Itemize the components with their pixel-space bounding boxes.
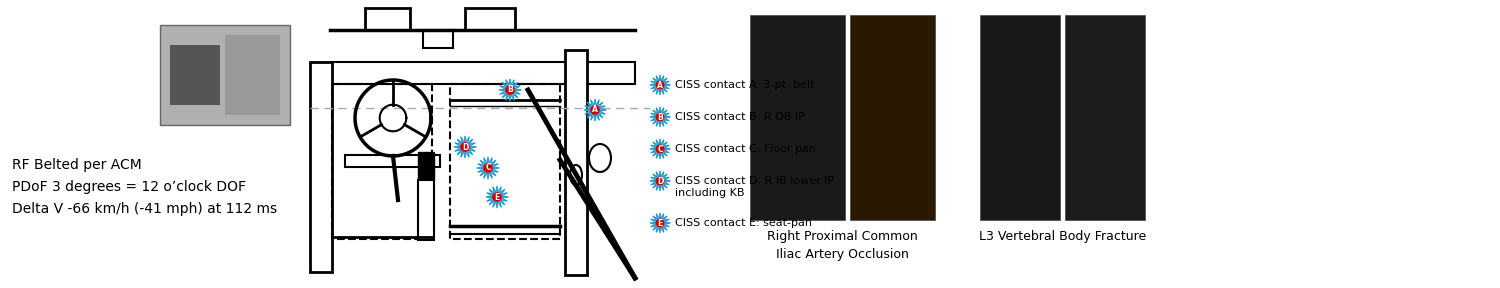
Bar xyxy=(170,45,220,105)
Polygon shape xyxy=(477,157,500,179)
Bar xyxy=(310,62,332,272)
Polygon shape xyxy=(454,136,476,158)
Circle shape xyxy=(591,106,598,114)
Text: CISS contact E: seat-pan: CISS contact E: seat-pan xyxy=(675,218,812,228)
Bar xyxy=(330,62,634,84)
Circle shape xyxy=(494,193,501,201)
Text: C: C xyxy=(657,145,663,154)
Bar xyxy=(345,155,439,167)
Circle shape xyxy=(656,219,664,227)
Text: PDoF 3 degrees = 12 o’clock DOF: PDoF 3 degrees = 12 o’clock DOF xyxy=(12,180,246,194)
Circle shape xyxy=(484,164,492,172)
Text: A: A xyxy=(657,81,663,90)
Text: D: D xyxy=(657,177,663,185)
Text: B: B xyxy=(657,113,663,122)
Circle shape xyxy=(460,143,470,151)
Polygon shape xyxy=(500,79,520,101)
Bar xyxy=(419,180,434,240)
Text: C: C xyxy=(484,164,490,173)
Circle shape xyxy=(656,81,664,89)
Bar xyxy=(160,25,290,125)
Text: RF Belted per ACM: RF Belted per ACM xyxy=(12,158,141,172)
Text: B: B xyxy=(507,86,513,94)
Bar xyxy=(1065,15,1144,220)
Ellipse shape xyxy=(590,144,610,172)
Text: L3 Vertebral Body Fracture: L3 Vertebral Body Fracture xyxy=(980,230,1146,243)
Polygon shape xyxy=(650,107,670,127)
Polygon shape xyxy=(650,75,670,95)
Polygon shape xyxy=(486,186,508,208)
Text: D: D xyxy=(462,143,468,151)
Bar xyxy=(450,84,560,239)
Text: CISS contact C: Floor pan: CISS contact C: Floor pan xyxy=(675,144,816,154)
Polygon shape xyxy=(650,139,670,159)
Ellipse shape xyxy=(570,165,582,185)
Text: Right Proximal Common
Iliac Artery Occlusion: Right Proximal Common Iliac Artery Occlu… xyxy=(766,230,918,261)
Bar xyxy=(225,35,280,115)
Bar xyxy=(364,8,410,30)
Text: CISS contact D: R IB lower IP: CISS contact D: R IB lower IP xyxy=(675,176,834,186)
Circle shape xyxy=(656,177,664,185)
Circle shape xyxy=(656,145,664,153)
Circle shape xyxy=(506,86,515,94)
Bar xyxy=(850,15,934,220)
Text: E: E xyxy=(495,192,500,202)
Polygon shape xyxy=(650,171,670,191)
Bar xyxy=(423,30,453,48)
Bar xyxy=(566,50,586,275)
Text: including KB: including KB xyxy=(675,188,744,198)
Text: CISS contact A: 3-pt. belt: CISS contact A: 3-pt. belt xyxy=(675,80,814,90)
Circle shape xyxy=(656,113,664,121)
Bar xyxy=(419,152,434,180)
Polygon shape xyxy=(650,213,670,233)
Bar xyxy=(332,84,432,239)
Text: E: E xyxy=(657,219,663,228)
Text: Delta V -66 km/h (-41 mph) at 112 ms: Delta V -66 km/h (-41 mph) at 112 ms xyxy=(12,202,278,216)
Bar xyxy=(980,15,1060,220)
Bar xyxy=(465,8,514,30)
Polygon shape xyxy=(584,99,606,121)
Text: CISS contact B: R OB IP: CISS contact B: R OB IP xyxy=(675,112,806,122)
Text: A: A xyxy=(592,105,598,115)
Bar xyxy=(750,15,844,220)
